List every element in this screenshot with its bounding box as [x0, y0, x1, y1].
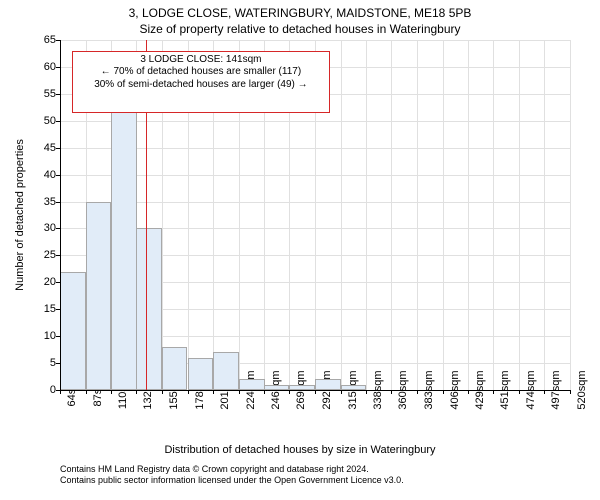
histogram-bar [111, 110, 137, 390]
y-axis-line [60, 40, 61, 390]
grid-line-v [366, 40, 367, 390]
grid-line-v [493, 40, 494, 390]
y-tick-label: 45 [44, 142, 60, 154]
y-tick-label: 0 [50, 384, 60, 396]
histogram-bar [86, 202, 112, 390]
plot-area: 0510152025303540455055606564sqm87sqm110s… [60, 40, 570, 390]
grid-line-v [341, 40, 342, 390]
grid-line-v [443, 40, 444, 390]
histogram-bar [315, 379, 341, 390]
histogram-bar [213, 352, 239, 390]
annotation-line: ← 70% of detached houses are smaller (11… [75, 66, 326, 79]
footer-attribution: Contains HM Land Registry data © Crown c… [60, 464, 404, 487]
y-tick-label: 30 [44, 222, 60, 234]
y-tick-label: 20 [44, 276, 60, 288]
grid-line-v [519, 40, 520, 390]
chart-container: { "title": { "line1": "3, LODGE CLOSE, W… [0, 0, 600, 500]
grid-line-v [544, 40, 545, 390]
grid-line-v [391, 40, 392, 390]
y-tick-label: 55 [44, 88, 60, 100]
x-tick-label: 520sqm [570, 370, 588, 409]
y-tick-label: 40 [44, 169, 60, 181]
histogram-bar [136, 228, 162, 390]
y-tick-label: 10 [44, 330, 60, 342]
annotation-box: 3 LODGE CLOSE: 141sqm← 70% of detached h… [72, 51, 329, 113]
grid-line-v [570, 40, 571, 390]
x-axis-label: Distribution of detached houses by size … [0, 444, 600, 456]
histogram-bar [188, 358, 214, 390]
y-tick-label: 35 [44, 196, 60, 208]
y-tick-label: 50 [44, 115, 60, 127]
chart-title: 3, LODGE CLOSE, WATERINGBURY, MAIDSTONE,… [0, 6, 600, 20]
grid-line-v [417, 40, 418, 390]
histogram-bar [60, 272, 86, 390]
y-tick-label: 60 [44, 61, 60, 73]
footer-line: Contains public sector information licen… [60, 475, 404, 486]
y-tick-label: 65 [44, 34, 60, 46]
footer-line: Contains HM Land Registry data © Crown c… [60, 464, 404, 475]
annotation-line: 3 LODGE CLOSE: 141sqm [75, 54, 326, 67]
histogram-bar [239, 379, 265, 390]
annotation-line: 30% of semi-detached houses are larger (… [75, 79, 326, 92]
y-tick-label: 15 [44, 303, 60, 315]
y-axis-label: Number of detached properties [14, 139, 26, 291]
y-tick-label: 25 [44, 249, 60, 261]
y-tick-label: 5 [50, 357, 60, 369]
x-axis-line [60, 390, 570, 391]
chart-subtitle: Size of property relative to detached ho… [0, 22, 600, 36]
histogram-bar [162, 347, 188, 390]
grid-line-v [468, 40, 469, 390]
